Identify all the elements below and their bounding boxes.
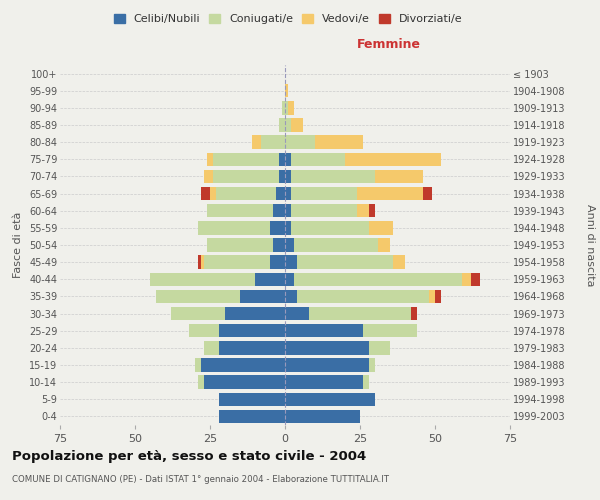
Bar [198,256,201,269]
Bar [285,204,291,218]
Bar [201,187,210,200]
Bar [189,324,219,338]
Bar [285,376,363,389]
Bar [255,272,285,286]
Bar [285,118,291,132]
Bar [279,118,285,132]
Bar [357,204,369,218]
Bar [198,376,204,389]
Bar [198,221,270,234]
Bar [285,341,369,354]
Bar [210,187,216,200]
Bar [285,272,294,286]
Bar [216,187,276,200]
Bar [369,358,375,372]
Bar [393,256,405,269]
Bar [369,341,390,354]
Bar [363,376,369,389]
Bar [261,136,285,149]
Bar [204,341,219,354]
Legend: Celibi/Nubili, Coniugati/e, Vedovi/e, Divorziati/e: Celibi/Nubili, Coniugati/e, Vedovi/e, Di… [110,10,466,28]
Bar [297,290,429,303]
Bar [207,204,273,218]
Bar [252,136,261,149]
Bar [291,187,357,200]
Bar [291,152,345,166]
Bar [291,118,303,132]
Bar [285,307,309,320]
Bar [291,221,369,234]
Bar [270,256,285,269]
Bar [429,290,435,303]
Bar [309,307,411,320]
Bar [213,152,279,166]
Bar [282,101,285,114]
Bar [435,290,441,303]
Bar [225,307,285,320]
Bar [270,221,285,234]
Bar [411,307,417,320]
Bar [291,170,375,183]
Text: COMUNE DI CATIGNANO (PE) - Dati ISTAT 1° gennaio 2004 - Elaborazione TUTTITALIA.: COMUNE DI CATIGNANO (PE) - Dati ISTAT 1°… [12,475,389,484]
Bar [375,170,423,183]
Bar [219,324,285,338]
Bar [279,152,285,166]
Bar [207,238,273,252]
Bar [285,238,294,252]
Bar [219,410,285,423]
Bar [285,187,291,200]
Bar [285,84,288,98]
Bar [285,358,369,372]
Y-axis label: Fasce di età: Fasce di età [13,212,23,278]
Bar [471,272,480,286]
Bar [201,256,204,269]
Bar [285,136,315,149]
Bar [201,358,285,372]
Bar [156,290,240,303]
Bar [288,101,294,114]
Bar [462,272,471,286]
Bar [294,272,462,286]
Bar [273,204,285,218]
Bar [297,256,393,269]
Bar [204,170,213,183]
Bar [150,272,255,286]
Bar [285,324,363,338]
Bar [357,187,423,200]
Y-axis label: Anni di nascita: Anni di nascita [585,204,595,286]
Bar [219,341,285,354]
Bar [213,170,279,183]
Bar [378,238,390,252]
Bar [291,204,357,218]
Bar [285,410,360,423]
Bar [315,136,363,149]
Text: Popolazione per età, sesso e stato civile - 2004: Popolazione per età, sesso e stato civil… [12,450,366,463]
Bar [294,238,378,252]
Bar [285,392,375,406]
Bar [204,256,270,269]
Bar [279,170,285,183]
Bar [204,376,285,389]
Bar [369,204,375,218]
Bar [369,221,393,234]
Bar [195,358,201,372]
Bar [219,392,285,406]
Text: Femmine: Femmine [356,38,421,51]
Bar [273,238,285,252]
Bar [171,307,225,320]
Bar [240,290,285,303]
Bar [285,170,291,183]
Bar [423,187,432,200]
Bar [285,101,288,114]
Bar [345,152,441,166]
Bar [285,221,291,234]
Bar [207,152,213,166]
Bar [285,290,297,303]
Bar [363,324,417,338]
Bar [285,152,291,166]
Bar [276,187,285,200]
Bar [285,256,297,269]
